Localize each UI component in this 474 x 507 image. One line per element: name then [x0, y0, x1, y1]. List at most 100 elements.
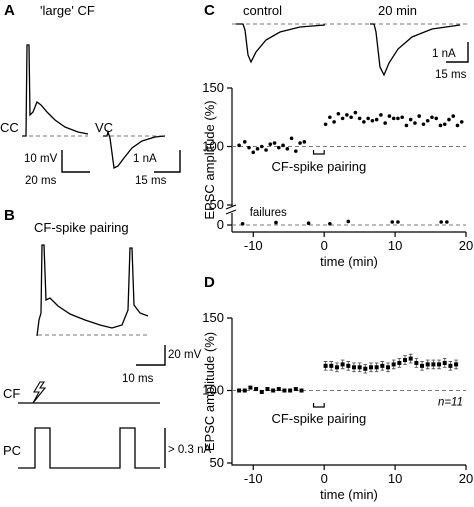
d-data-point	[414, 360, 419, 365]
c-data-point	[374, 117, 379, 122]
c-data-point	[268, 142, 273, 146]
c-y-tick-label: 0	[217, 217, 224, 232]
d-axes	[231, 318, 466, 466]
d-data-point	[346, 363, 351, 368]
pc-amp-label: > 0.3 nA	[168, 444, 211, 456]
c-data-point	[425, 118, 430, 123]
c-data-point	[379, 113, 383, 117]
c-data-point	[451, 114, 456, 118]
c-data-point	[272, 141, 277, 145]
cc-scale-v: 10 mV	[24, 153, 58, 165]
c-failure-point	[328, 222, 332, 226]
d-data-point	[334, 365, 339, 370]
d-data-point	[237, 388, 242, 393]
d-data-point	[288, 388, 293, 393]
cf-label: CF	[3, 386, 20, 401]
d-y-tick-label: 50	[210, 455, 224, 470]
c-y-axis-label: EPSC amplitude (%)	[202, 100, 217, 219]
c-data-point	[281, 143, 285, 148]
d-data-point	[242, 388, 247, 393]
c-data-point	[430, 115, 434, 120]
cc-scale-t: 20 ms	[25, 175, 57, 187]
d-data-point	[425, 362, 430, 367]
c-data-point	[438, 123, 443, 128]
c-failure-point	[396, 220, 400, 224]
c-failure-point	[445, 220, 449, 224]
c-x-tick-label: 20	[459, 238, 473, 253]
c-data-point	[289, 136, 294, 141]
d-x-tick-label: 0	[321, 471, 328, 486]
cc-trace	[22, 44, 89, 137]
trace-label-20min: 20 min	[378, 3, 417, 18]
d-data-point	[448, 363, 453, 368]
d-data-point	[293, 387, 298, 392]
d-data-point	[368, 365, 373, 370]
c-data-point	[366, 116, 370, 121]
d-n-label: n=11	[438, 397, 463, 409]
d-data-point	[323, 363, 328, 368]
lightning-icon	[32, 381, 47, 404]
c-data-point	[455, 123, 460, 128]
c-data-point	[336, 111, 341, 116]
c-data-point	[400, 115, 404, 120]
d-data-point	[431, 362, 436, 367]
c-pairing-label: CF-spike pairing	[272, 159, 367, 174]
b-scale-t: 10 ms	[122, 373, 154, 385]
c-failure-point	[306, 221, 311, 225]
panel-b-title: CF-spike pairing	[34, 220, 129, 235]
c-failures-label: failures	[250, 207, 287, 219]
c-data-point	[298, 141, 302, 145]
d-data-point	[442, 360, 447, 365]
c-x-tick-label: 0	[321, 238, 328, 253]
c-data-point	[404, 123, 409, 128]
pc-pulse-trace	[18, 427, 160, 469]
d-pairing-label: CF-spike pairing	[272, 411, 367, 426]
panel-label-c: C	[204, 2, 215, 19]
c-data-point	[408, 117, 413, 122]
d-data-point	[357, 365, 362, 370]
c-data-point	[277, 145, 281, 150]
c-failure-point	[346, 219, 351, 224]
c-x-axis-label: time (min)	[320, 254, 378, 269]
c-data-point	[340, 116, 345, 121]
d-data-point	[259, 389, 264, 394]
d-data-point	[408, 356, 413, 361]
d-data-point	[380, 363, 385, 368]
d-data-point	[363, 366, 368, 371]
vc-scale-t: 15 ms	[135, 175, 167, 187]
d-x-tick-label: 10	[388, 471, 402, 486]
c-y-tick-label: 150	[202, 80, 224, 95]
c-failure-point	[240, 222, 245, 226]
c-data-point	[383, 121, 387, 125]
cc-scale-bar	[61, 150, 90, 173]
pc-label: PC	[3, 443, 21, 458]
c-data-point	[391, 116, 396, 121]
cc-label: CC	[0, 120, 19, 135]
c-x-tick-label: -10	[244, 238, 263, 253]
b-scale-bar	[136, 345, 166, 366]
c-data-point	[294, 149, 298, 153]
d-data-point	[454, 362, 459, 367]
chart-panel-d: 150 100 50 -10 0 10 20 time (min) EPSC amplitude…	[202, 310, 473, 502]
c-data-point	[328, 115, 332, 120]
c-data-point	[323, 122, 328, 127]
c-data-point	[442, 122, 447, 127]
d-data-point	[397, 360, 402, 365]
c-data-point	[413, 121, 417, 125]
d-data-point	[271, 388, 276, 393]
d-y-tick-label: 150	[202, 310, 224, 325]
c-data-point	[255, 147, 260, 151]
c-scale-bar	[446, 42, 469, 63]
vc-scale-i: 1 nA	[133, 153, 157, 165]
c-data-point	[237, 143, 241, 148]
d-x-tick-label: -10	[244, 471, 263, 486]
c-data-point	[370, 118, 375, 123]
d-data-point	[254, 387, 259, 392]
panel-label-d: D	[204, 274, 215, 291]
c-trace-control	[236, 23, 326, 64]
d-data-point	[329, 363, 334, 368]
d-data-point	[374, 365, 379, 370]
d-data-point	[403, 358, 408, 363]
c-data-point	[353, 110, 358, 115]
d-data-point	[386, 365, 390, 370]
